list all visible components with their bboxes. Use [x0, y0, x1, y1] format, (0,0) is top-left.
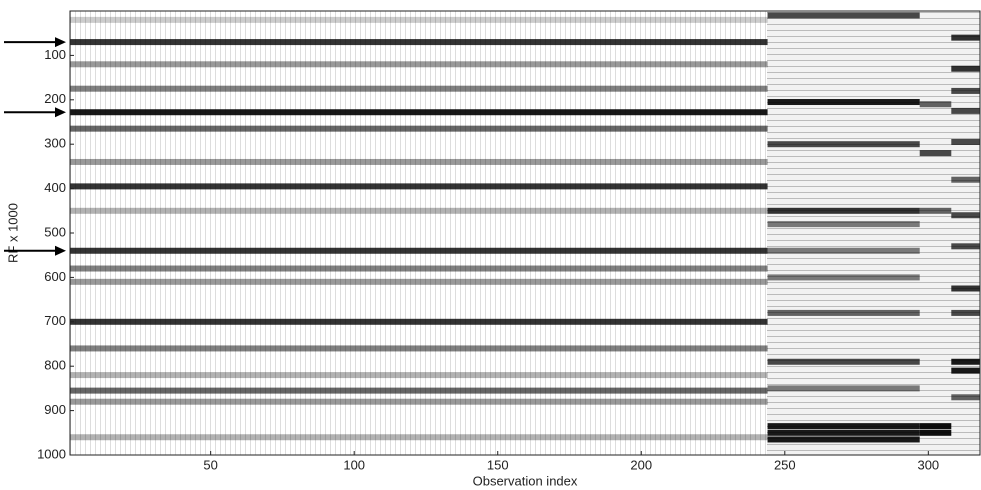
arrow — [4, 245, 66, 256]
band — [919, 423, 952, 430]
band — [70, 434, 768, 441]
y-tick-label: 1000 — [37, 446, 66, 461]
x-tick-label: 200 — [630, 457, 652, 472]
y-tick-label: 400 — [44, 180, 66, 195]
band — [70, 265, 768, 272]
band — [767, 12, 920, 19]
arrow — [4, 37, 66, 48]
band — [919, 150, 952, 157]
band — [767, 207, 920, 214]
band — [767, 221, 920, 228]
band — [70, 387, 768, 394]
y-tick-label: 900 — [44, 402, 66, 417]
arrow-head — [55, 245, 66, 256]
y-tick-label: 700 — [44, 313, 66, 328]
band — [70, 158, 768, 165]
band — [70, 16, 768, 23]
arrow — [4, 107, 66, 118]
y-tick-label: 200 — [44, 91, 66, 106]
x-tick-label: 250 — [774, 457, 796, 472]
band — [767, 429, 920, 436]
band — [919, 207, 952, 214]
band — [70, 125, 768, 132]
band — [70, 85, 768, 92]
y-tick-label: 600 — [44, 269, 66, 284]
band — [70, 109, 768, 116]
plot-background — [70, 11, 767, 455]
arrow-head — [55, 107, 66, 118]
band — [767, 99, 920, 106]
band — [951, 367, 980, 374]
band — [951, 65, 980, 72]
band — [951, 34, 980, 41]
x-tick-label: 150 — [487, 457, 509, 472]
band — [951, 309, 980, 316]
y-tick-label: 800 — [44, 358, 66, 373]
band — [70, 61, 768, 68]
band — [767, 247, 920, 254]
band — [70, 372, 768, 379]
band — [70, 39, 768, 46]
band — [70, 247, 768, 254]
band — [951, 358, 980, 365]
band — [951, 285, 980, 292]
y-tick-label: 100 — [44, 47, 66, 62]
y-tick-label: 500 — [44, 224, 66, 239]
band — [70, 318, 768, 325]
band — [70, 183, 768, 190]
arrow-head — [55, 37, 66, 48]
band — [951, 243, 980, 250]
band — [767, 358, 920, 365]
band — [951, 107, 980, 114]
band — [767, 274, 920, 281]
band — [70, 345, 768, 352]
band — [70, 398, 768, 405]
band — [951, 87, 980, 94]
band — [951, 176, 980, 183]
x-axis-label: Observation index — [473, 473, 578, 488]
band — [951, 212, 980, 219]
x-tick-label: 50 — [203, 457, 217, 472]
band — [767, 423, 920, 430]
band — [70, 207, 768, 214]
x-tick-label: 100 — [343, 457, 365, 472]
band — [70, 278, 768, 285]
band — [919, 101, 952, 108]
y-axis-label: RF x 1000 — [5, 203, 20, 263]
band — [951, 394, 980, 401]
band — [767, 309, 920, 316]
band — [951, 138, 980, 145]
band — [919, 429, 952, 436]
x-tick-label: 300 — [917, 457, 939, 472]
band — [767, 141, 920, 148]
y-tick-label: 300 — [44, 136, 66, 151]
plot-background — [767, 11, 980, 455]
band — [767, 385, 920, 392]
band — [767, 436, 920, 443]
